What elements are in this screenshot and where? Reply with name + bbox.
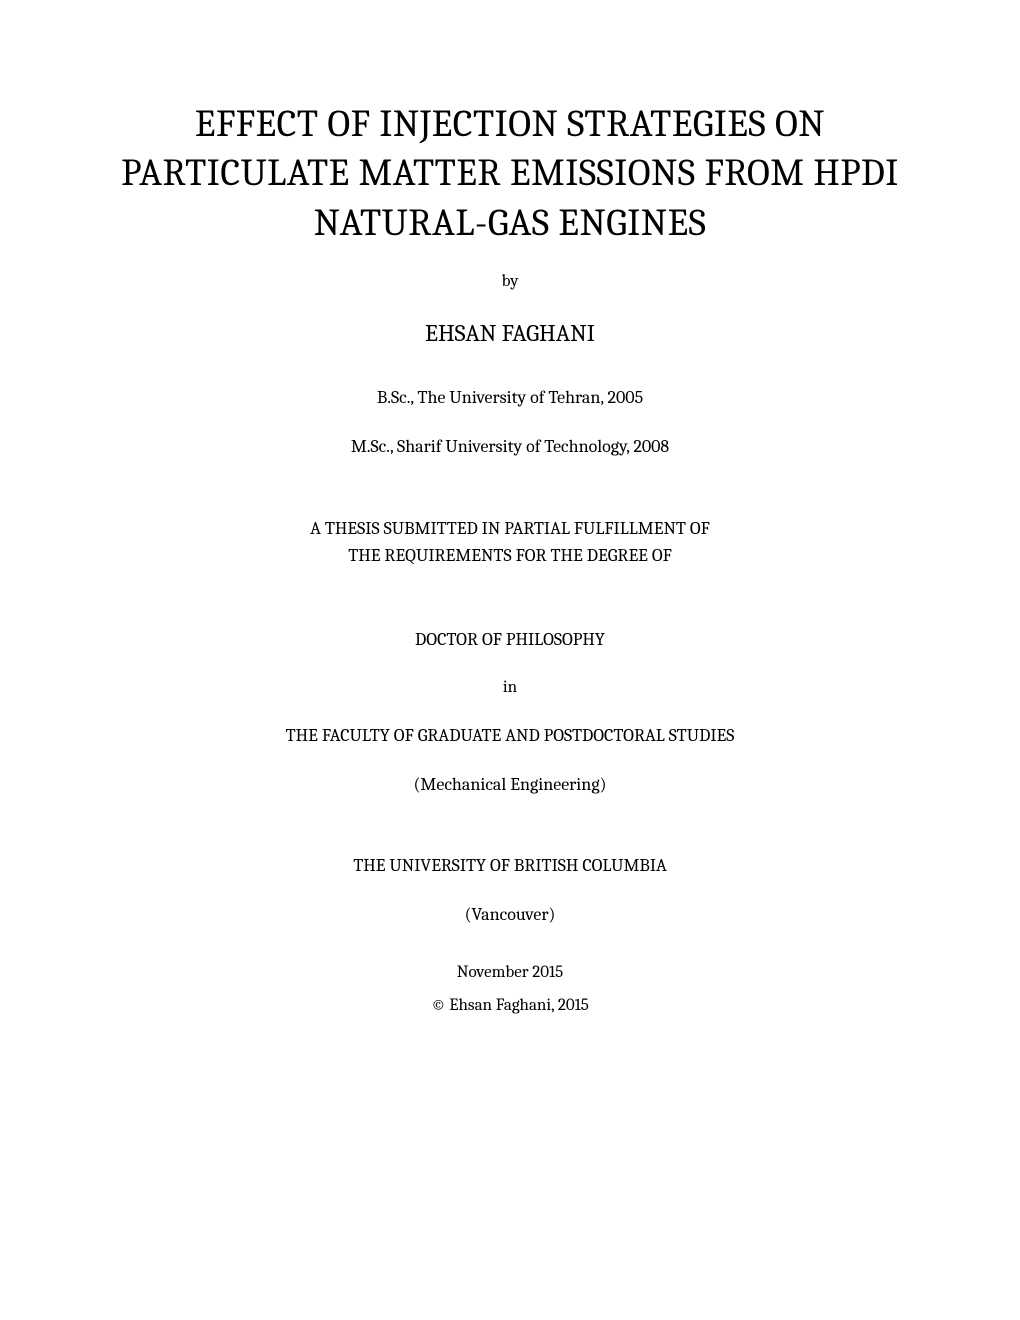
- degree-sought: DOCTOR OF PHILOSOPHY: [90, 629, 930, 650]
- copyright-notice: © Ehsan Faghani, 2015: [90, 996, 930, 1015]
- thesis-submission-statement: A THESIS SUBMITTED IN PARTIAL FULFILLMEN…: [90, 515, 930, 569]
- msc-degree: M.Sc., Sharif University of Technology, …: [90, 436, 930, 457]
- location-name: (Vancouver): [90, 904, 930, 925]
- department-name: (Mechanical Engineering): [90, 774, 930, 795]
- author-name: EHSAN FAGHANI: [90, 319, 930, 347]
- thesis-title: EFFECT OF INJECTION STRATEGIES ON PARTIC…: [90, 100, 930, 248]
- faculty-name: THE FACULTY OF GRADUATE AND POSTDOCTORAL…: [90, 725, 930, 746]
- university-name: THE UNIVERSITY OF BRITISH COLUMBIA: [90, 855, 930, 876]
- in-label: in: [90, 678, 930, 697]
- thesis-line-2: THE REQUIREMENTS FOR THE DEGREE OF: [90, 542, 930, 569]
- by-label: by: [90, 272, 930, 291]
- bsc-degree: B.Sc., The University of Tehran, 2005: [90, 387, 930, 408]
- submission-date: November 2015: [90, 963, 930, 982]
- thesis-line-1: A THESIS SUBMITTED IN PARTIAL FULFILLMEN…: [90, 515, 930, 542]
